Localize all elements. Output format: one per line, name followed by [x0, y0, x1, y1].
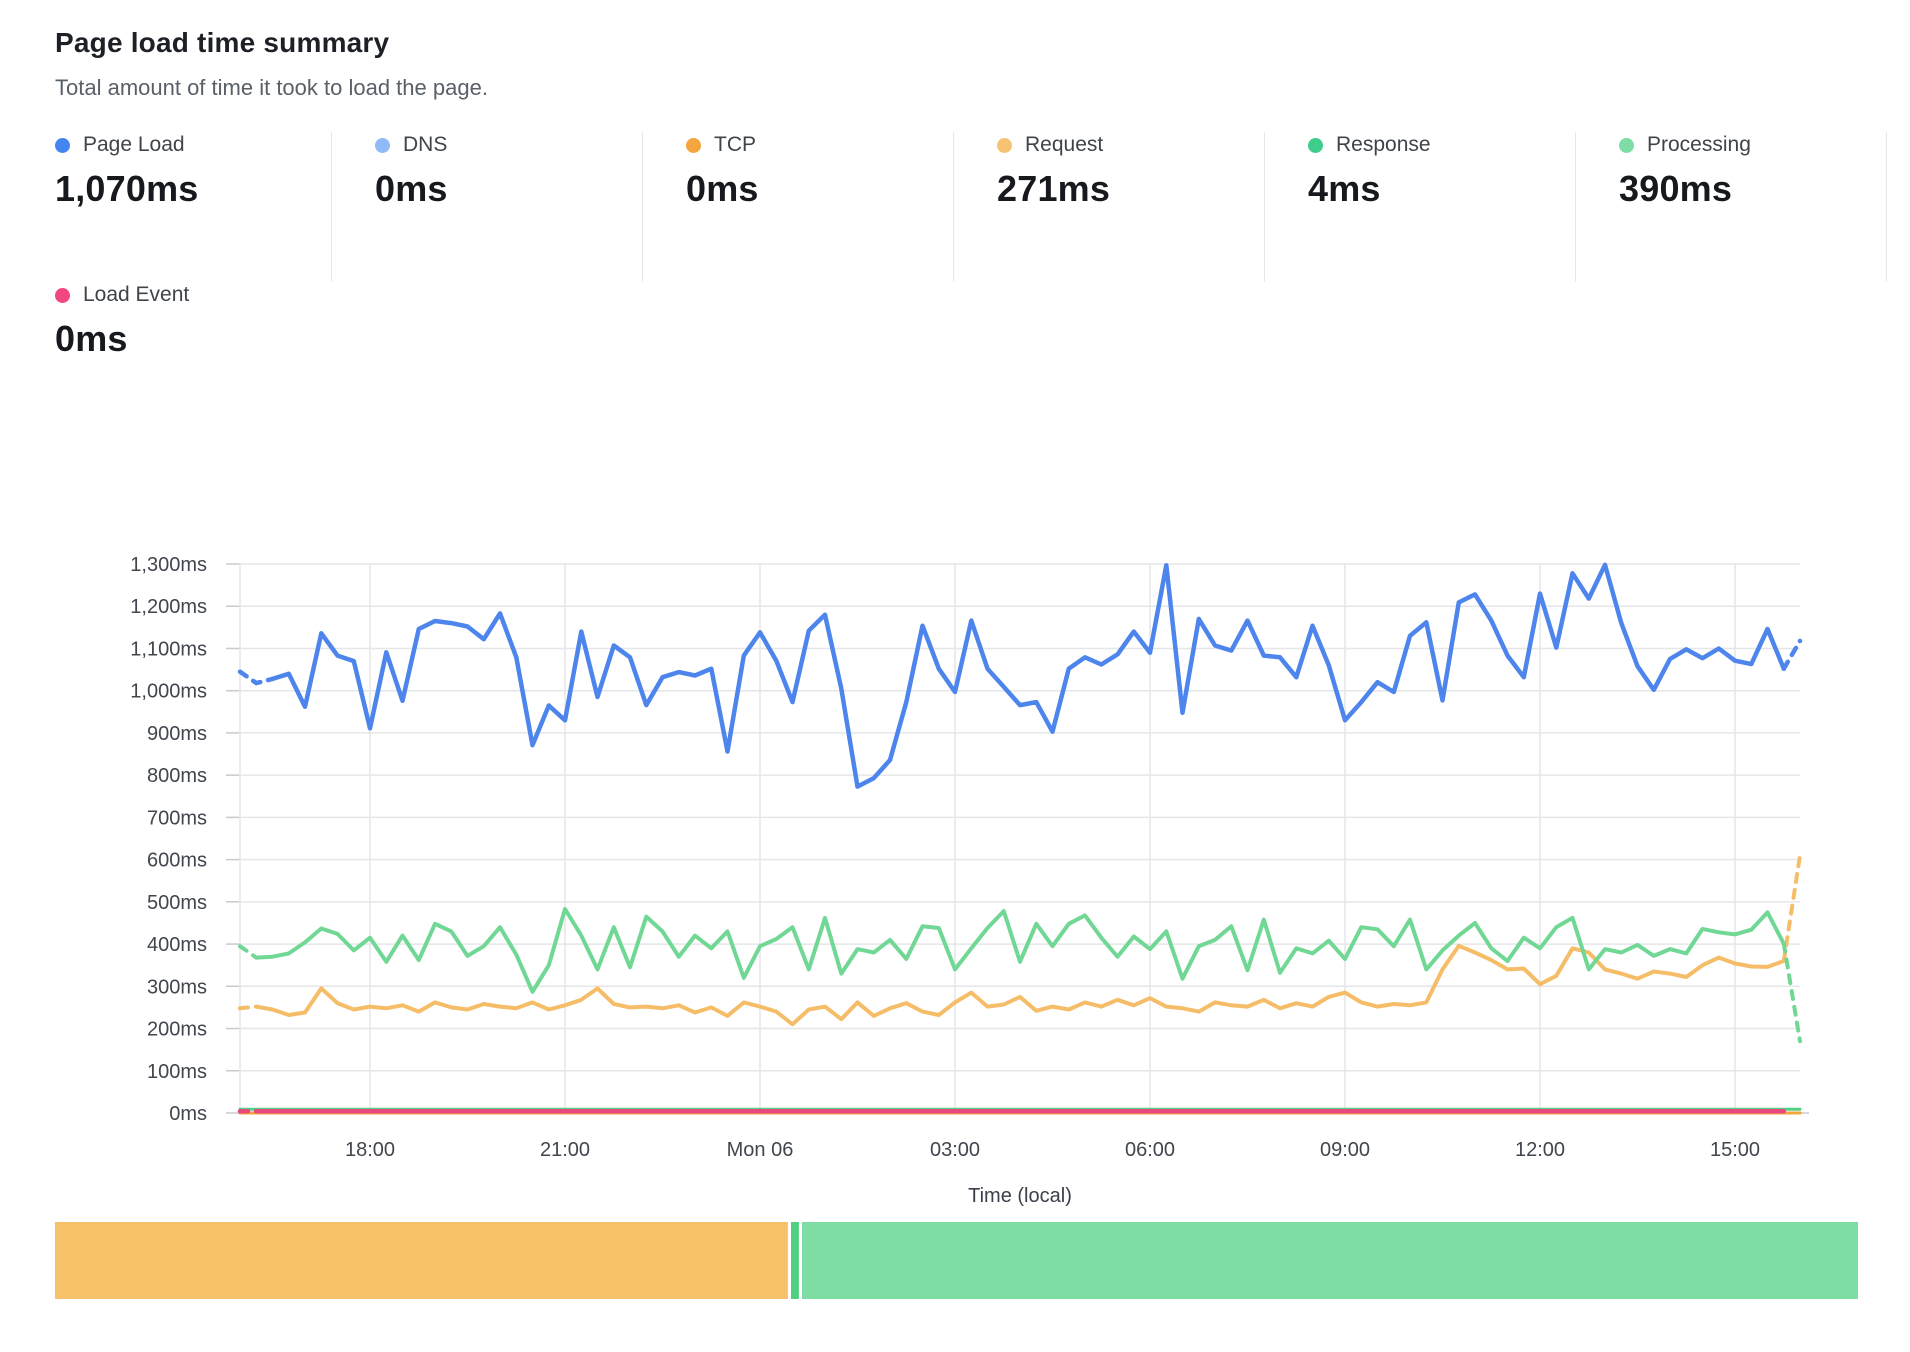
metric-label: Processing — [1647, 133, 1751, 156]
page-title: Page load time summary — [55, 27, 390, 58]
page-load-summary-panel: Page load time summary Total amount of t… — [55, 27, 1910, 1311]
metrics-legend-row: Page Load 1,070ms DNS 0ms TCP 0ms Request 271ms… — [55, 132, 1910, 282]
x-tick-label: 21:00 — [540, 1139, 590, 1161]
series-page-load — [1781, 638, 1803, 671]
x-tick-label: 12:00 — [1515, 1139, 1565, 1161]
timeline-segment-2 — [791, 1222, 799, 1299]
y-tick-label: 1,200ms — [130, 596, 207, 618]
metric-card-processing: Processing 390ms — [1576, 132, 1887, 282]
series-request — [238, 1004, 259, 1011]
y-tick-label: 300ms — [147, 976, 207, 998]
metric-card-dns: DNS 0ms — [332, 132, 643, 282]
legend-dot-page-load — [55, 137, 70, 153]
y-tick-label: 100ms — [147, 1061, 207, 1083]
metric-label: DNS — [403, 133, 448, 156]
x-tick-label: 18:00 — [345, 1139, 395, 1161]
x-axis-title: Time (local) — [968, 1185, 1072, 1207]
metric-card-tcp: TCP 0ms — [643, 132, 954, 282]
series-processing — [238, 944, 259, 960]
legend-dot-response — [1308, 137, 1323, 153]
timeline-segment-1 — [55, 1222, 788, 1299]
metric-label: Response — [1336, 133, 1431, 156]
metric-card-request: Request 271ms — [954, 132, 1265, 282]
metric-value: 0ms — [375, 168, 448, 209]
x-tick-label: 09:00 — [1320, 1139, 1370, 1161]
y-tick-label: 800ms — [147, 765, 207, 787]
y-tick-label: 700ms — [147, 807, 207, 829]
series-page-load — [270, 562, 1787, 789]
y-tick-label: 500ms — [147, 892, 207, 914]
series-request — [254, 943, 1786, 1027]
legend-dot-processing — [1619, 137, 1634, 153]
legend-dot-tcp — [686, 137, 701, 153]
series-processing — [1781, 941, 1802, 1044]
legend-dot-request — [997, 137, 1012, 153]
metric-value: 1,070ms — [55, 168, 199, 209]
metric-label: Load Event — [83, 283, 190, 306]
legend-dot-load-event — [55, 287, 70, 303]
metric-value: 390ms — [1619, 168, 1733, 209]
y-tick-label: 1,300ms — [130, 554, 207, 576]
timeline-segment-3 — [802, 1222, 1858, 1299]
metric-card-load-event: Load Event 0ms — [55, 282, 332, 361]
x-tick-label: Mon 06 — [727, 1139, 794, 1161]
y-tick-label: 0ms — [169, 1103, 207, 1125]
x-tick-label: 15:00 — [1710, 1139, 1760, 1161]
y-tick-label: 600ms — [147, 850, 207, 872]
metric-label: Request — [1025, 133, 1104, 156]
y-tick-label: 900ms — [147, 723, 207, 745]
y-tick-label: 200ms — [147, 1019, 207, 1041]
y-tick-label: 400ms — [147, 934, 207, 956]
metric-card-page-load: Page Load 1,070ms — [55, 132, 332, 282]
metric-card-response: Response 4ms — [1265, 132, 1576, 282]
metric-label: TCP — [714, 133, 756, 156]
metric-value: 0ms — [55, 318, 128, 359]
page-subtitle: Total amount of time it took to load the… — [55, 75, 488, 100]
x-tick-label: 06:00 — [1125, 1139, 1175, 1161]
series-request — [1781, 853, 1802, 963]
metrics-legend-row-2: Load Event 0ms — [55, 282, 1910, 361]
series-processing — [254, 907, 1786, 994]
series-page-load — [237, 669, 275, 686]
y-tick-label: 1,100ms — [130, 638, 207, 660]
metric-label: Page Load — [83, 133, 185, 156]
metric-value: 0ms — [686, 168, 759, 209]
page-load-time-chart[interactable]: 0ms 100ms 200ms 300ms 400ms 500ms 600ms 700ms 80… — [55, 361, 1910, 1311]
metric-value: 271ms — [997, 168, 1111, 209]
y-tick-label: 1,000ms — [130, 681, 207, 703]
legend-dot-dns — [375, 137, 390, 153]
metric-value: 4ms — [1308, 168, 1381, 209]
x-tick-label: 03:00 — [930, 1139, 980, 1161]
